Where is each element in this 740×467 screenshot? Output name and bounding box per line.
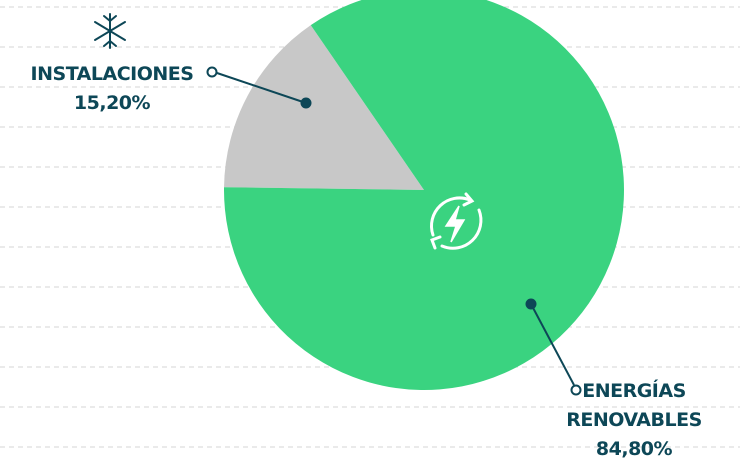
pie-slice [224, 25, 424, 191]
category-label: INSTALACIONES [30, 63, 194, 85]
leader-lines [206, 66, 582, 396]
slice-label: ENERGÍAS RENOVABLES 84,80% [566, 377, 702, 464]
pie [224, 0, 624, 390]
value-label: 15,20% [73, 92, 151, 114]
value-label: 84,80% [595, 438, 673, 460]
snowflake-icon [94, 13, 126, 49]
category-label: ENERGÍAS RENOVABLES [566, 380, 702, 431]
energy-icon [430, 192, 483, 250]
pie-slice [224, 0, 624, 390]
slice-label: INSTALACIONES 15,20% [14, 60, 210, 118]
